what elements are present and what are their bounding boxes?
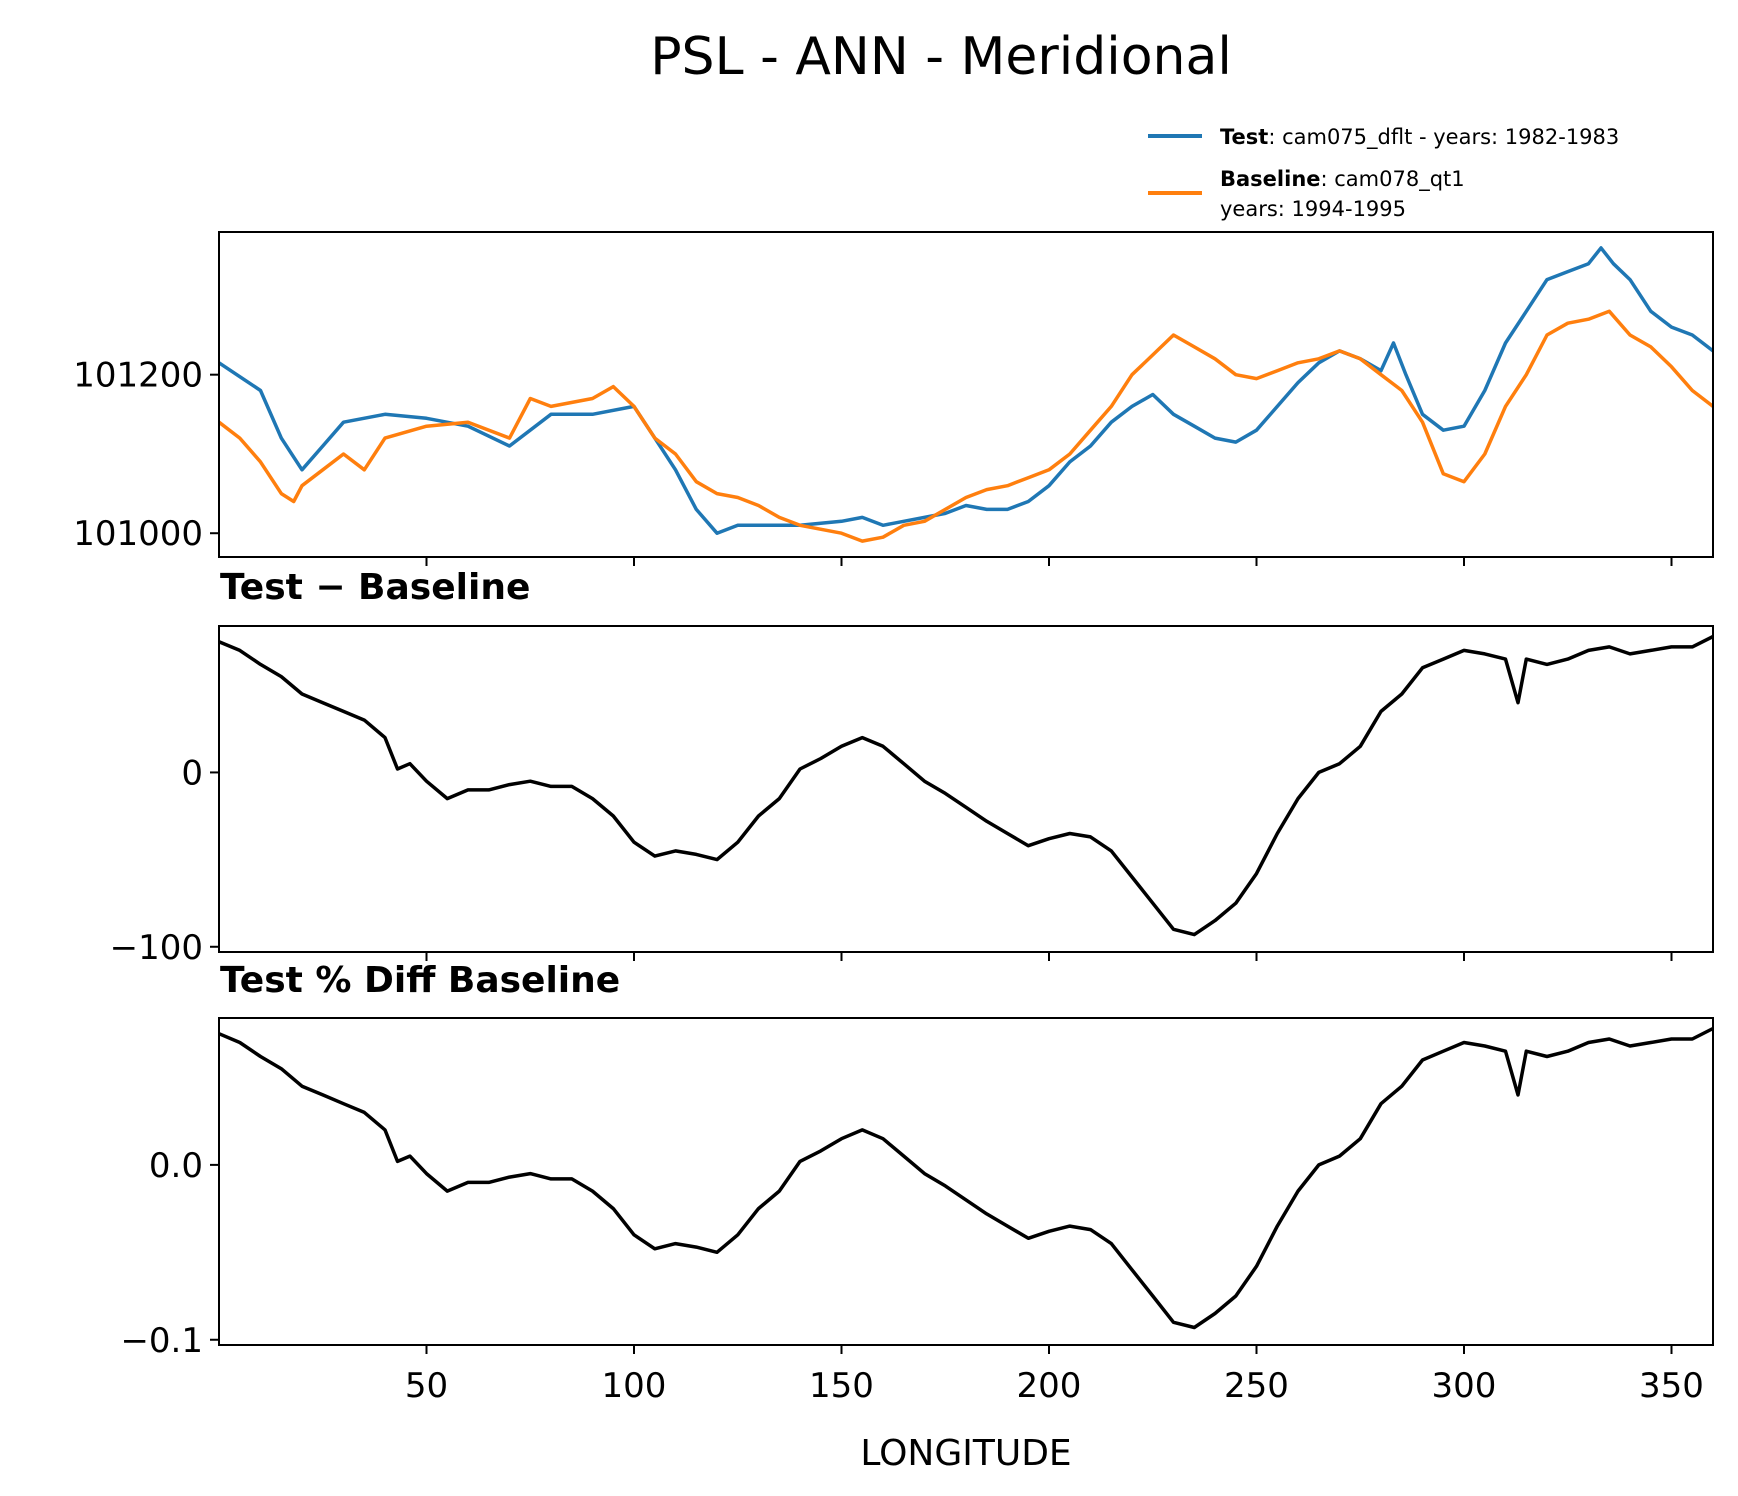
y-tick-label: 101200 xyxy=(73,356,203,396)
y-tick-label: 101000 xyxy=(73,514,203,554)
panel-difference-frame xyxy=(218,625,1714,953)
panel-difference-plot-area xyxy=(218,634,1714,937)
panel-psl-x-ticks xyxy=(425,557,1673,566)
figure-title: PSL - ANN - Meridional xyxy=(650,27,1232,87)
legend-label-baseline-bold: Baseline xyxy=(1220,167,1321,191)
series-line-test-baseline xyxy=(218,634,1714,937)
y-tick-label: −100 xyxy=(110,928,203,968)
panel-difference-title: Test − Baseline xyxy=(220,567,530,608)
legend-label-test-bold: Test xyxy=(1220,125,1268,149)
panel-percent-diff: Test % Diff Baseline −0.1 0.0 50 100 150 200… xyxy=(120,960,1714,1474)
panel-percent-diff-y-axis: −0.1 0.0 xyxy=(120,1146,219,1361)
x-tick-label: 250 xyxy=(1224,1366,1289,1406)
panel-difference-x-ticks xyxy=(425,952,1673,961)
legend-label-baseline-rest: : cam078_qt1 xyxy=(1321,167,1465,192)
y-tick-label: −0.1 xyxy=(120,1321,203,1361)
y-tick-label: 0.0 xyxy=(149,1146,203,1186)
panel-percent-diff-title: Test % Diff Baseline xyxy=(220,960,620,1001)
legend-label-test: Test: cam075_dflt - years: 1982-1983 xyxy=(1220,125,1619,150)
panel-percent-diff-x-axis: 50 100 150 200 250 300 350 xyxy=(405,1345,1704,1406)
panel-psl-plot-area xyxy=(217,246,1715,543)
legend-label-test-rest: : cam075_dflt - years: 1982-1983 xyxy=(1268,125,1619,150)
panel-difference-y-axis: −100 0 xyxy=(110,753,219,968)
series-line-test xyxy=(218,246,1715,535)
legend-label-baseline: Baseline: cam078_qt1 xyxy=(1220,167,1465,192)
panel-percent-diff-plot-area xyxy=(218,1026,1714,1330)
x-tick-label: 100 xyxy=(602,1366,667,1406)
legend: Test: cam075_dflt - years: 1982-1983 Bas… xyxy=(1148,125,1619,221)
x-tick-label: 350 xyxy=(1639,1366,1704,1406)
y-tick-label: 0 xyxy=(181,753,203,793)
legend-label-baseline-years: years: 1994-1995 xyxy=(1220,197,1406,221)
x-axis-label: LONGITUDE xyxy=(860,1433,1071,1474)
x-tick-label: 150 xyxy=(809,1366,874,1406)
panel-psl: 101000 101200 xyxy=(73,231,1715,566)
series-line-test-diff-baseline xyxy=(218,1026,1714,1330)
panel-percent-diff-frame xyxy=(218,1017,1714,1346)
series-line-baseline xyxy=(217,309,1715,543)
x-tick-label: 200 xyxy=(1017,1366,1082,1406)
panel-psl-frame xyxy=(218,231,1714,558)
panel-psl-y-axis: 101000 101200 xyxy=(73,356,219,554)
x-tick-label: 50 xyxy=(405,1366,448,1406)
panel-difference: Test − Baseline −100 0 xyxy=(110,567,1714,968)
x-tick-label: 300 xyxy=(1432,1366,1497,1406)
